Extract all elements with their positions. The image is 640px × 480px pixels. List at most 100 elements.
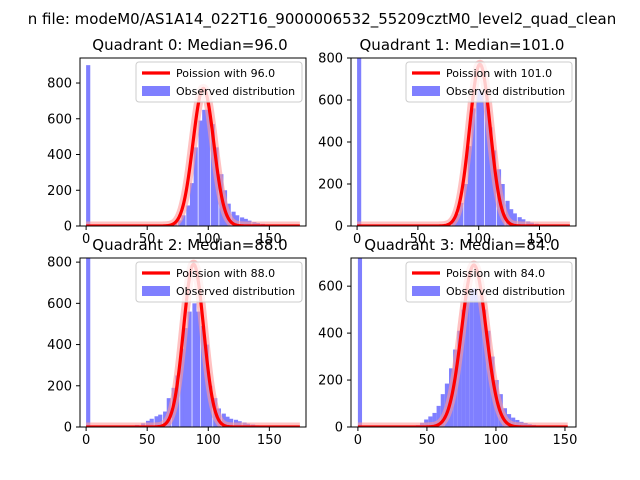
histogram-bar bbox=[357, 58, 362, 226]
x-tick-label: 150 bbox=[257, 232, 282, 247]
y-tick-label: 800 bbox=[47, 77, 72, 92]
y-tick-label: 400 bbox=[47, 148, 72, 163]
histogram-bar bbox=[479, 91, 485, 226]
x-tick-label: 0 bbox=[353, 232, 361, 247]
poisson-curve bbox=[356, 263, 569, 427]
histogram-bar bbox=[180, 348, 185, 427]
histogram-bar bbox=[509, 209, 514, 226]
y-tick-label: 0 bbox=[335, 220, 343, 235]
y-tick-label: 400 bbox=[47, 338, 72, 353]
legend-label-observed: Observed distribution bbox=[176, 285, 295, 298]
legend-label-poisson: Poission with 101.0 bbox=[446, 67, 552, 80]
histogram-bar bbox=[465, 295, 470, 427]
legend-label-observed: Observed distribution bbox=[446, 85, 565, 98]
y-tick-label: 800 bbox=[47, 256, 72, 271]
histogram-bar bbox=[357, 258, 363, 427]
subplot-title: Quadrant 3: Median=84.0 bbox=[364, 236, 559, 254]
x-tick-label: 50 bbox=[410, 232, 427, 247]
legend-bar-swatch bbox=[142, 286, 170, 296]
histogram-bar bbox=[428, 416, 433, 427]
subplot-title: Quadrant 0: Median=96.0 bbox=[92, 36, 287, 54]
histogram-bar bbox=[200, 326, 206, 427]
y-tick-label: 600 bbox=[47, 112, 72, 127]
histogram-bar bbox=[464, 184, 469, 226]
chart-legend: Poission with 101.0 Observed distribution bbox=[405, 61, 573, 103]
x-tick-label: 0 bbox=[354, 433, 362, 448]
histogram-bar bbox=[477, 295, 483, 427]
y-tick-label: 800 bbox=[318, 52, 343, 67]
histogram-bar bbox=[473, 288, 478, 427]
y-tick-label: 200 bbox=[318, 178, 343, 193]
y-tick-label: 400 bbox=[318, 327, 343, 342]
x-tick-label: 0 bbox=[82, 232, 90, 247]
histogram-bar bbox=[432, 412, 437, 427]
y-tick-label: 0 bbox=[64, 220, 72, 235]
histogram-bar bbox=[512, 213, 517, 226]
histogram-bar bbox=[189, 183, 195, 226]
histogram-bar bbox=[187, 311, 192, 427]
y-tick-label: 600 bbox=[47, 297, 72, 312]
legend-label-poisson: Poission with 96.0 bbox=[176, 67, 275, 80]
chart-plot-area: 0 50 100 150 0 200 400 600 800 Poission with 96.0… bbox=[47, 57, 307, 247]
legend-box bbox=[135, 61, 303, 103]
y-tick-label: 0 bbox=[64, 421, 72, 436]
y-tick-label: 0 bbox=[335, 421, 343, 436]
histogram-bar bbox=[482, 309, 487, 427]
histogram-bar bbox=[436, 405, 441, 427]
x-tick-label: 50 bbox=[419, 433, 436, 448]
x-tick-label: 50 bbox=[139, 232, 156, 247]
legend-label-poisson: Poission with 88.0 bbox=[176, 267, 275, 280]
histogram-bar bbox=[459, 202, 464, 226]
histogram-bar bbox=[225, 416, 230, 427]
legend-box bbox=[405, 261, 573, 303]
histogram-bar bbox=[198, 120, 203, 226]
histogram-bar bbox=[440, 394, 445, 427]
y-tick-label: 200 bbox=[318, 374, 343, 389]
chart-plot-area: 0 50 100 150 0 200 400 600 800 Poission with 101.… bbox=[318, 52, 577, 247]
chart-legend: Poission with 96.0 Observed distribution bbox=[135, 61, 303, 103]
histogram-bar bbox=[476, 89, 481, 226]
histogram-bar bbox=[158, 414, 163, 427]
chart-plot-area: 0 50 100 150 0 200 400 600 800 Poission with 88.0… bbox=[47, 256, 307, 448]
y-tick-label: 200 bbox=[47, 184, 72, 199]
legend-bar-swatch bbox=[412, 86, 440, 96]
y-tick-label: 200 bbox=[47, 379, 72, 394]
subplot-quadrant-0: Quadrant 0: Median=96.0 0 50 100 150 0 200 400… bbox=[47, 36, 307, 247]
histogram-bar bbox=[202, 109, 207, 226]
histogram-bar bbox=[86, 65, 91, 226]
histogram-bar bbox=[186, 205, 191, 226]
figure-suptitle: n file: modeM0/AS1A14_022T16_9000006532_… bbox=[28, 10, 617, 29]
histogram-bar bbox=[471, 108, 476, 226]
subplot-quadrant-3: 0 50 100 150 0 200 400 600 Poission with 84.0 Obs… bbox=[318, 236, 577, 448]
histogram-bar bbox=[183, 328, 188, 427]
histogram-bar bbox=[461, 309, 466, 427]
histogram-bar bbox=[210, 124, 215, 226]
histogram-bar bbox=[86, 258, 91, 427]
histogram-bar bbox=[192, 303, 197, 427]
legend-bar-swatch bbox=[142, 86, 170, 96]
histogram-bar bbox=[196, 311, 201, 427]
x-tick-label: 0 bbox=[82, 433, 90, 448]
y-tick-label: 600 bbox=[318, 280, 343, 295]
legend-box bbox=[405, 61, 573, 103]
legend-box bbox=[135, 261, 303, 303]
axes-frame bbox=[350, 257, 577, 428]
x-tick-label: 150 bbox=[257, 433, 282, 448]
histogram-bar bbox=[467, 146, 472, 226]
chart-legend: Poission with 84.0 Observed distribution bbox=[405, 261, 573, 303]
poisson-curve bbox=[85, 86, 301, 226]
x-tick-label: 100 bbox=[466, 232, 491, 247]
axes-frame bbox=[79, 57, 307, 227]
legend-label-poisson: Poission with 84.0 bbox=[446, 267, 545, 280]
x-tick-label: 150 bbox=[527, 232, 552, 247]
y-tick-label: 400 bbox=[318, 136, 343, 151]
x-tick-label: 100 bbox=[484, 433, 509, 448]
x-tick-label: 100 bbox=[196, 232, 221, 247]
histogram-bar bbox=[484, 100, 489, 226]
x-tick-label: 50 bbox=[139, 433, 156, 448]
histogram-bar bbox=[235, 215, 240, 226]
subplot-title: Quadrant 1: Median=101.0 bbox=[360, 36, 565, 54]
legend-label-observed: Observed distribution bbox=[446, 285, 565, 298]
x-tick-label: 150 bbox=[553, 433, 578, 448]
